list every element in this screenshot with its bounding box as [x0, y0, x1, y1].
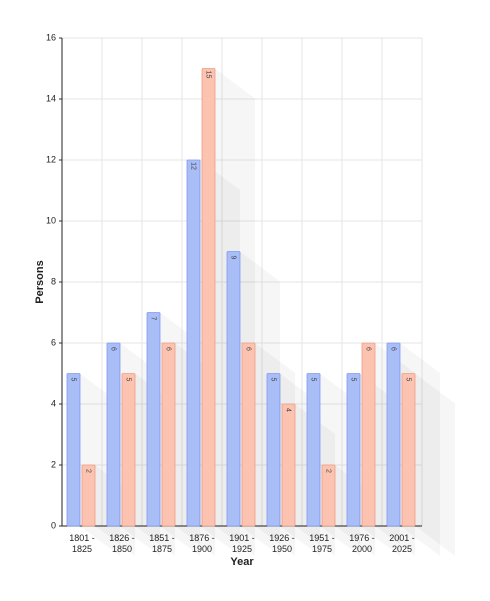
bar: [161, 342, 176, 527]
data-label: 5: [70, 378, 77, 382]
data-label: 2: [325, 469, 332, 473]
data-label: 5: [310, 378, 317, 382]
bar: [121, 373, 136, 527]
bar: [346, 373, 361, 527]
y-tick-label: 4: [51, 398, 56, 408]
bar: [226, 251, 241, 527]
data-label: 5: [270, 378, 277, 382]
bar: [306, 373, 321, 527]
y-tick-label: 6: [51, 337, 56, 347]
data-label: 6: [365, 347, 372, 351]
bar: [146, 312, 161, 527]
x-tick-label: 1901 - 1925: [229, 533, 255, 554]
x-axis-label: Year: [230, 556, 254, 568]
y-tick-label: 10: [46, 215, 56, 225]
x-tick-label: 1876 - 1900: [189, 533, 215, 554]
data-label: 9: [230, 256, 237, 260]
data-label: 4: [285, 408, 292, 412]
data-label: 5: [350, 378, 357, 382]
x-tick-label: 1826 - 1850: [109, 533, 135, 554]
bar: [281, 403, 296, 527]
bar: [266, 373, 281, 527]
x-tick-label: 1976 - 2000: [349, 533, 375, 554]
y-tick-label: 14: [46, 93, 56, 103]
data-label: 12: [190, 162, 197, 170]
y-tick-label: 12: [46, 154, 56, 164]
data-label: 2: [85, 469, 92, 473]
y-tick-label: 16: [46, 32, 56, 42]
bar: [186, 159, 201, 527]
bar: [386, 342, 401, 527]
bar: [401, 373, 416, 527]
data-label: 5: [125, 378, 132, 382]
y-tick-label: 0: [51, 520, 56, 530]
bar: [201, 68, 216, 527]
bar: [106, 342, 121, 527]
y-tick-label: 8: [51, 276, 56, 286]
x-tick-label: 1951 - 1975: [309, 533, 335, 554]
bar-shadow: [415, 374, 455, 557]
x-tick-label: 1926 - 1950: [269, 533, 295, 554]
data-label: 6: [165, 347, 172, 351]
y-tick-label: 2: [51, 459, 56, 469]
data-label: 6: [390, 347, 397, 351]
bar: [81, 464, 96, 527]
x-tick-label: 2001 - 2025: [389, 533, 415, 554]
data-label: 5: [405, 378, 412, 382]
x-tick-label: 1851 - 1875: [149, 533, 175, 554]
data-label: 15: [205, 71, 212, 79]
y-axis-label: Persons: [34, 260, 46, 303]
bar: [321, 464, 336, 527]
bar: [361, 342, 376, 527]
x-tick-label: 1801 - 1825: [69, 533, 95, 554]
data-label: 6: [245, 347, 252, 351]
data-label: 6: [110, 347, 117, 351]
data-label: 7: [150, 317, 157, 321]
bar: [241, 342, 256, 527]
bar: [66, 373, 81, 527]
